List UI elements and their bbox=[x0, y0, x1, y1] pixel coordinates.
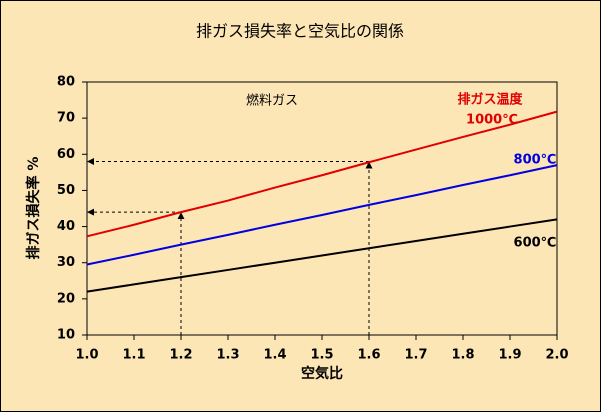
series-label: 600℃ bbox=[514, 236, 557, 251]
chart-title: 排ガス損失率と空気比の関係 bbox=[196, 22, 404, 41]
series-label: 1000℃ bbox=[466, 113, 518, 128]
y-tick-label: 20 bbox=[57, 291, 75, 306]
x-tick-label: 1.9 bbox=[498, 348, 521, 363]
y-tick-label: 60 bbox=[57, 147, 75, 162]
annotation: 燃料ガス bbox=[246, 93, 298, 109]
x-tick-label: 1.3 bbox=[216, 348, 239, 363]
y-tick-label: 30 bbox=[57, 255, 75, 270]
series-line bbox=[86, 110, 558, 238]
series-line bbox=[86, 164, 558, 266]
y-tick-label: 70 bbox=[57, 111, 75, 126]
x-tick-label: 1.8 bbox=[451, 348, 474, 363]
x-tick-label: 1.7 bbox=[404, 348, 427, 363]
x-tick-label: 1.0 bbox=[75, 348, 98, 363]
x-tick-label: 1.1 bbox=[122, 348, 145, 363]
annotation: 排ガス温度 bbox=[457, 92, 523, 108]
x-tick-label: 1.2 bbox=[169, 348, 192, 363]
x-tick-label: 2.0 bbox=[545, 348, 568, 363]
series-label: 800℃ bbox=[514, 153, 557, 168]
y-tick-label: 80 bbox=[57, 75, 75, 90]
series-line bbox=[86, 218, 558, 293]
y-tick-label: 40 bbox=[57, 219, 75, 234]
y-axis-label: 排ガス損失率 % bbox=[25, 157, 42, 260]
y-tick-label: 50 bbox=[57, 183, 75, 198]
x-axis-label: 空気比 bbox=[301, 365, 343, 382]
x-tick-label: 1.5 bbox=[310, 348, 333, 363]
x-tick-label: 1.6 bbox=[357, 348, 380, 363]
y-tick-label: 10 bbox=[57, 328, 75, 343]
x-tick-label: 1.4 bbox=[263, 348, 286, 363]
